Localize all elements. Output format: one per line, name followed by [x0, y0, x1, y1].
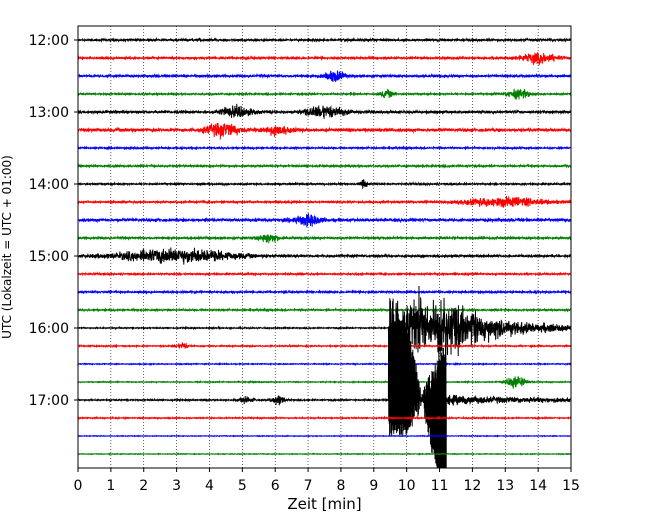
x-axis-label: Zeit [min]	[287, 495, 361, 513]
trace-1515	[78, 271, 571, 277]
trace-1530	[78, 289, 571, 295]
trace-1645	[78, 376, 571, 389]
trace-1745	[78, 452, 571, 457]
trace-1400	[78, 179, 571, 190]
trace-1230	[78, 70, 571, 83]
x-tick-label: 7	[304, 478, 313, 494]
trace-1630	[78, 361, 571, 367]
x-tick-label: 11	[431, 478, 449, 494]
trace-1715	[78, 415, 571, 421]
y-axis-ticks: 12:00 13:00 14:00 15:00 16:00 17:00	[29, 33, 78, 409]
y-axis-label: UTC (Lokalzeit = UTC + 01:00)	[0, 155, 14, 339]
x-tick-label: 14	[529, 478, 547, 494]
y-tick-label: 14:00	[29, 177, 69, 193]
x-tick-label: 10	[398, 478, 416, 494]
trace-1545	[78, 307, 571, 313]
x-tick-label: 15	[562, 478, 580, 494]
x-tick-label: 9	[369, 478, 378, 494]
x-tick-label: 3	[172, 478, 181, 494]
x-axis-ticks: 0 1 2 3 4 5 6 7 8 9 10 11 12 13 14 15	[74, 468, 580, 494]
trace-1300	[78, 103, 571, 119]
trace-1245	[78, 88, 571, 100]
trace-1730	[78, 434, 571, 438]
y-tick-label: 13:00	[29, 105, 69, 121]
x-tick-label: 1	[106, 478, 115, 494]
trace-1700	[78, 320, 571, 468]
y-tick-label: 16:00	[29, 321, 69, 337]
x-tick-label: 2	[139, 478, 148, 494]
trace-1500	[78, 247, 571, 265]
x-tick-label: 6	[271, 478, 280, 494]
y-tick-label: 15:00	[29, 249, 69, 265]
x-tick-label: 4	[205, 478, 214, 494]
seismic-traces	[78, 36, 571, 468]
y-tick-label: 17:00	[29, 393, 69, 409]
trace-1615	[78, 341, 571, 349]
x-tick-label: 0	[74, 478, 83, 494]
y-tick-label: 12:00	[29, 33, 69, 49]
plot-frame	[77, 25, 572, 469]
trace-1330	[78, 145, 571, 151]
trace-1415	[78, 195, 571, 208]
x-tick-label: 5	[238, 478, 247, 494]
x-tick-label: 8	[336, 478, 345, 494]
trace-1215	[78, 52, 571, 66]
x-tick-label: 13	[496, 478, 514, 494]
x-tick-label: 12	[463, 478, 481, 494]
trace-1445	[78, 234, 571, 245]
trace-1430	[78, 213, 571, 228]
trace-1315	[78, 123, 571, 140]
trace-1600	[78, 286, 571, 367]
trace-1200	[78, 36, 571, 44]
trace-1345	[78, 163, 571, 169]
